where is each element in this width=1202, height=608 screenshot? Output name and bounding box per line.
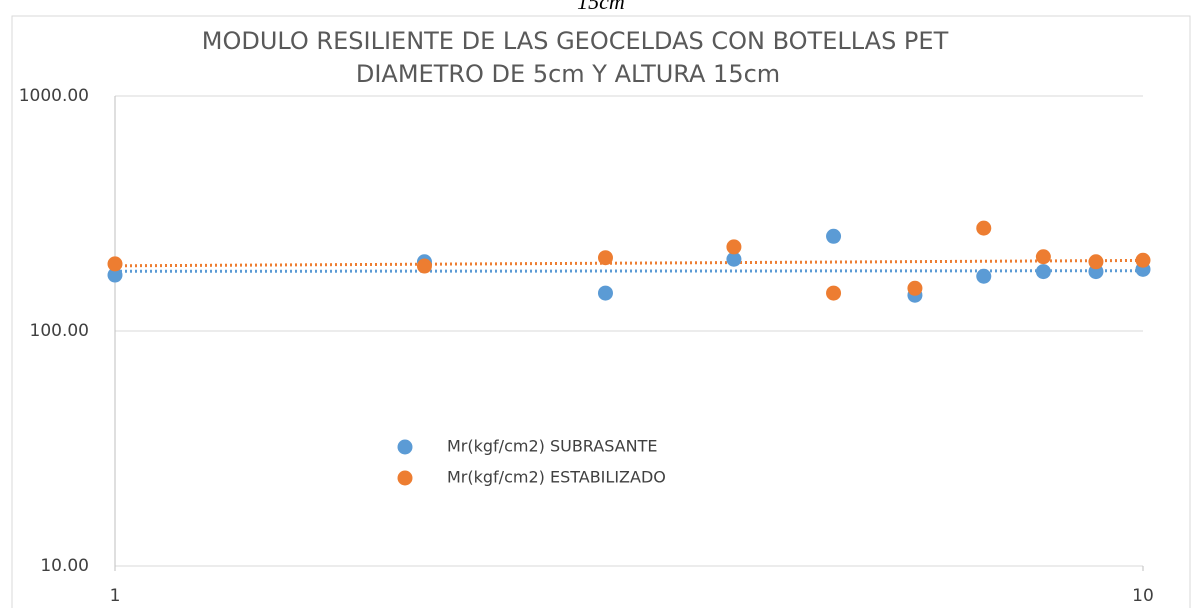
legend-marker bbox=[397, 470, 413, 486]
point bbox=[726, 251, 742, 267]
y-tick-label: 100.00 bbox=[30, 321, 89, 341]
point bbox=[597, 285, 613, 301]
point bbox=[416, 258, 432, 274]
point bbox=[1135, 252, 1151, 268]
point bbox=[1088, 254, 1104, 270]
point bbox=[907, 280, 923, 296]
chart-subtitle: DIAMETRO DE 5cm Y ALTURA 15cm bbox=[356, 60, 780, 88]
x-tick-label: 1 bbox=[110, 586, 121, 606]
point bbox=[726, 239, 742, 255]
chart-title: MODULO RESILIENTE DE LAS GEOCELDAS CON B… bbox=[202, 27, 949, 55]
point bbox=[1035, 249, 1051, 265]
legend-marker bbox=[397, 439, 413, 455]
point bbox=[826, 228, 842, 244]
point bbox=[107, 256, 123, 272]
point bbox=[107, 267, 123, 283]
point bbox=[1035, 264, 1051, 280]
chart-frame bbox=[11, 15, 1191, 608]
y-tick-label: 10.00 bbox=[40, 556, 89, 576]
legend-label: Mr(kgf/cm2) SUBRASANTE bbox=[447, 437, 657, 456]
point bbox=[597, 250, 613, 266]
point bbox=[976, 268, 992, 284]
legend-label: Mr(kgf/cm2) ESTABILIZADO bbox=[447, 468, 666, 487]
header-fragment: 15cm bbox=[577, 0, 625, 14]
trendline bbox=[114, 269, 1144, 273]
trendline bbox=[114, 258, 1144, 268]
y-tick-label: 1000.00 bbox=[19, 86, 89, 106]
point bbox=[826, 285, 842, 301]
point bbox=[976, 220, 992, 236]
x-tick-label: 10 bbox=[1132, 586, 1154, 606]
